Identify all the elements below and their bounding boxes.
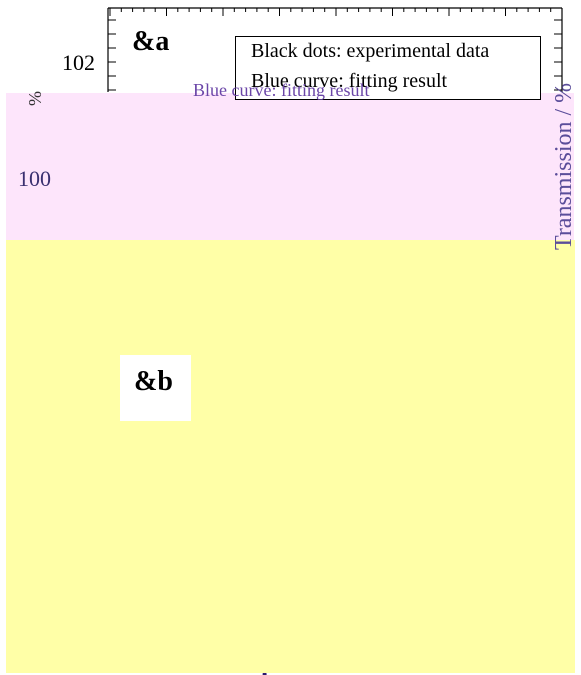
y-tick-label-100: 100 bbox=[18, 166, 51, 191]
legend-ghost-text: Blue curve: fitting result bbox=[193, 80, 370, 100]
yellow-panel bbox=[6, 240, 575, 673]
legend-entry-data: Black dots: experimental data bbox=[251, 40, 490, 62]
y-tick-label-102: 102 bbox=[62, 50, 95, 75]
pink-overlay-band bbox=[6, 93, 574, 243]
panel-label-a: &a bbox=[132, 26, 170, 57]
panel-b-card bbox=[120, 355, 191, 421]
y-axis-label-left-fragment: % bbox=[25, 91, 45, 106]
legend-box: Black dots: experimental data Blue curve… bbox=[235, 36, 541, 100]
legend-entry-fit: Blue curve: fitting result bbox=[251, 70, 448, 92]
panel-label-b: &b bbox=[134, 366, 173, 397]
y-axis-label-right: Transmission / % bbox=[551, 82, 577, 250]
